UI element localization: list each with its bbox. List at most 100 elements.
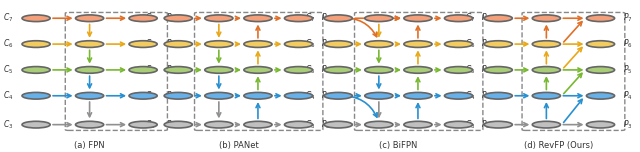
Text: $C_7$: $C_7$ [465, 12, 476, 24]
Circle shape [586, 92, 614, 99]
Text: $C_3$: $C_3$ [305, 118, 316, 131]
Circle shape [484, 41, 513, 47]
Circle shape [586, 121, 614, 128]
Text: $P_3$: $P_3$ [623, 118, 633, 131]
Text: $C_3$: $C_3$ [3, 118, 13, 131]
Circle shape [532, 15, 561, 22]
Text: $C_7$: $C_7$ [3, 12, 13, 24]
Text: $P_3$: $P_3$ [321, 118, 331, 131]
Circle shape [244, 121, 272, 128]
Circle shape [532, 92, 561, 99]
Text: $C_4$: $C_4$ [465, 90, 476, 102]
Text: $C_7$: $C_7$ [145, 12, 156, 24]
Circle shape [205, 92, 233, 99]
Circle shape [404, 67, 432, 73]
Text: $P_6$: $P_6$ [481, 38, 491, 50]
Circle shape [404, 92, 432, 99]
Circle shape [532, 41, 561, 47]
Circle shape [484, 67, 513, 73]
Text: $C_5$: $C_5$ [305, 64, 316, 76]
Circle shape [324, 15, 352, 22]
Circle shape [404, 15, 432, 22]
Circle shape [22, 92, 50, 99]
Circle shape [404, 41, 432, 47]
Circle shape [164, 67, 192, 73]
Circle shape [22, 121, 50, 128]
Text: $P_6$: $P_6$ [166, 38, 175, 50]
Circle shape [205, 41, 233, 47]
Text: (c) BiFPN: (c) BiFPN [380, 141, 417, 150]
Text: $C_4$: $C_4$ [145, 90, 156, 102]
Text: $P_4$: $P_4$ [481, 90, 491, 102]
Text: $C_4$: $C_4$ [3, 90, 13, 102]
Circle shape [365, 92, 393, 99]
Circle shape [484, 92, 513, 99]
Text: $P_6$: $P_6$ [321, 38, 331, 50]
Circle shape [404, 121, 432, 128]
Circle shape [164, 92, 192, 99]
Circle shape [244, 41, 272, 47]
Circle shape [129, 41, 157, 47]
Circle shape [365, 67, 393, 73]
Text: $P_4$: $P_4$ [623, 90, 633, 102]
Text: (d) RevFP (Ours): (d) RevFP (Ours) [524, 141, 593, 150]
Text: $P_5$: $P_5$ [481, 64, 491, 76]
Text: $P_7$: $P_7$ [623, 12, 632, 24]
Text: $C_5$: $C_5$ [3, 64, 13, 76]
Text: $P_6$: $P_6$ [623, 38, 633, 50]
Text: $P_5$: $P_5$ [623, 64, 632, 76]
Circle shape [285, 92, 312, 99]
Circle shape [129, 67, 157, 73]
Text: $P_7$: $P_7$ [481, 12, 491, 24]
Circle shape [365, 121, 393, 128]
Circle shape [164, 121, 192, 128]
Circle shape [22, 67, 50, 73]
Circle shape [164, 41, 192, 47]
Circle shape [586, 15, 614, 22]
Circle shape [324, 67, 352, 73]
Circle shape [205, 67, 233, 73]
Circle shape [76, 41, 104, 47]
Circle shape [129, 15, 157, 22]
Circle shape [244, 92, 272, 99]
Circle shape [586, 67, 614, 73]
Text: $P_3$: $P_3$ [481, 118, 491, 131]
Circle shape [484, 121, 513, 128]
Circle shape [164, 15, 192, 22]
Circle shape [205, 121, 233, 128]
Text: $C_5$: $C_5$ [465, 64, 476, 76]
Circle shape [285, 15, 312, 22]
Circle shape [324, 92, 352, 99]
Circle shape [484, 15, 513, 22]
Text: $C_6$: $C_6$ [305, 38, 316, 50]
Circle shape [285, 121, 312, 128]
Text: (b) PANet: (b) PANet [218, 141, 259, 150]
Circle shape [532, 121, 561, 128]
Circle shape [244, 15, 272, 22]
Circle shape [129, 92, 157, 99]
Circle shape [285, 41, 312, 47]
Text: $P_7$: $P_7$ [166, 12, 175, 24]
Circle shape [586, 41, 614, 47]
Text: (a) FPN: (a) FPN [74, 141, 105, 150]
Text: $P_5$: $P_5$ [166, 64, 175, 76]
Circle shape [445, 92, 472, 99]
Circle shape [244, 67, 272, 73]
Circle shape [445, 121, 472, 128]
Circle shape [285, 67, 312, 73]
Circle shape [365, 41, 393, 47]
Circle shape [76, 92, 104, 99]
Text: $P_3$: $P_3$ [166, 118, 175, 131]
Circle shape [445, 15, 472, 22]
Circle shape [445, 41, 472, 47]
Text: $C_3$: $C_3$ [465, 118, 476, 131]
Text: $C_6$: $C_6$ [145, 38, 156, 50]
Circle shape [365, 15, 393, 22]
Text: $C_7$: $C_7$ [305, 12, 316, 24]
Circle shape [76, 15, 104, 22]
Text: $C_6$: $C_6$ [3, 38, 13, 50]
Circle shape [532, 67, 561, 73]
Circle shape [76, 121, 104, 128]
Circle shape [324, 121, 352, 128]
Text: $C_5$: $C_5$ [145, 64, 156, 76]
